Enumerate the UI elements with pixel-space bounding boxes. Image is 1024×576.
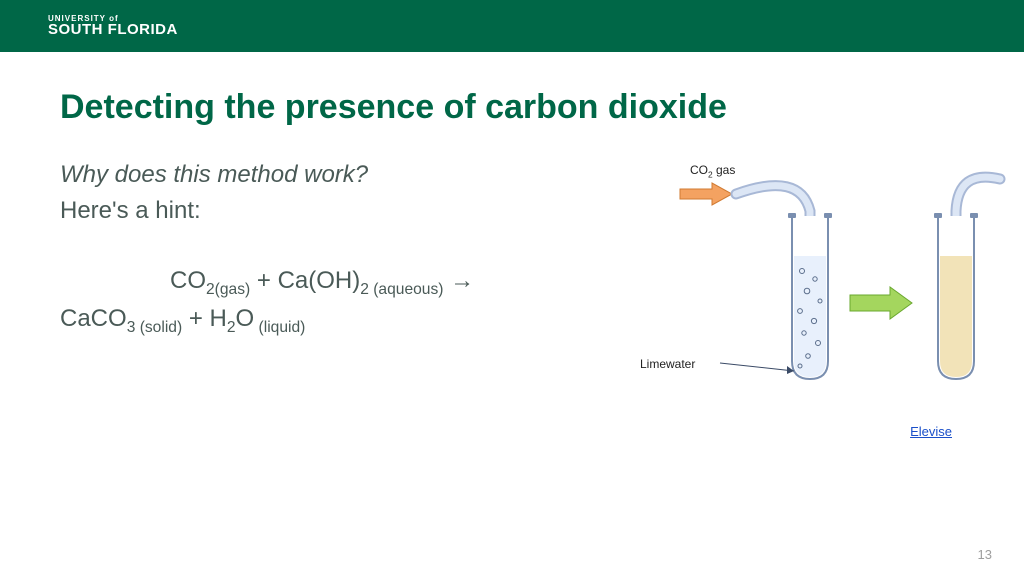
product2-sub1: 2: [227, 319, 236, 336]
slide-title: Detecting the presence of carbon dioxide: [60, 88, 964, 127]
co2-arrow-icon: [680, 183, 732, 205]
source-link[interactable]: Elevise: [910, 424, 952, 439]
text-column: Why does this method work? Here's a hint…: [60, 161, 600, 339]
product2-sub2: (liquid): [254, 319, 305, 336]
reactant1-sub: 2(gas): [206, 281, 250, 298]
university-logo: UNIVERSITY of SOUTH FLORIDA: [48, 14, 178, 38]
reactant2-base: Ca(OH): [278, 267, 361, 294]
hint-text: Here's a hint:: [60, 197, 600, 225]
test-tube-1: [788, 213, 832, 379]
reactant2-sub: 2 (aqueous): [360, 281, 443, 298]
limewater-diagram: [660, 161, 1020, 411]
slide-content: Detecting the presence of carbon dioxide…: [0, 52, 1024, 421]
product1-sub: 3 (solid): [127, 319, 182, 336]
product2-mid: O: [236, 305, 255, 332]
header-bar: UNIVERSITY of SOUTH FLORIDA: [0, 0, 1024, 52]
limewater-pointer: [720, 363, 794, 374]
body-row: Why does this method work? Here's a hint…: [60, 161, 964, 421]
university-name-text: SOUTH FLORIDA: [48, 21, 178, 38]
arrow: →: [443, 267, 474, 294]
reactant1-base: CO: [170, 267, 206, 294]
product1-base: CaCO: [60, 305, 127, 332]
product2-base: H: [210, 305, 227, 332]
plus2: +: [182, 305, 209, 332]
page-number: 13: [978, 547, 992, 562]
question-text: Why does this method work?: [60, 161, 600, 189]
diagram-column: CO2 gas Limewater: [600, 161, 964, 421]
test-tube-2: [934, 213, 978, 379]
plus1: +: [250, 267, 277, 294]
transition-arrow-icon: [850, 287, 912, 319]
chemical-equation: CO2(gas) + Ca(OH)2 (aqueous) → CaCO3 (so…: [60, 263, 600, 339]
